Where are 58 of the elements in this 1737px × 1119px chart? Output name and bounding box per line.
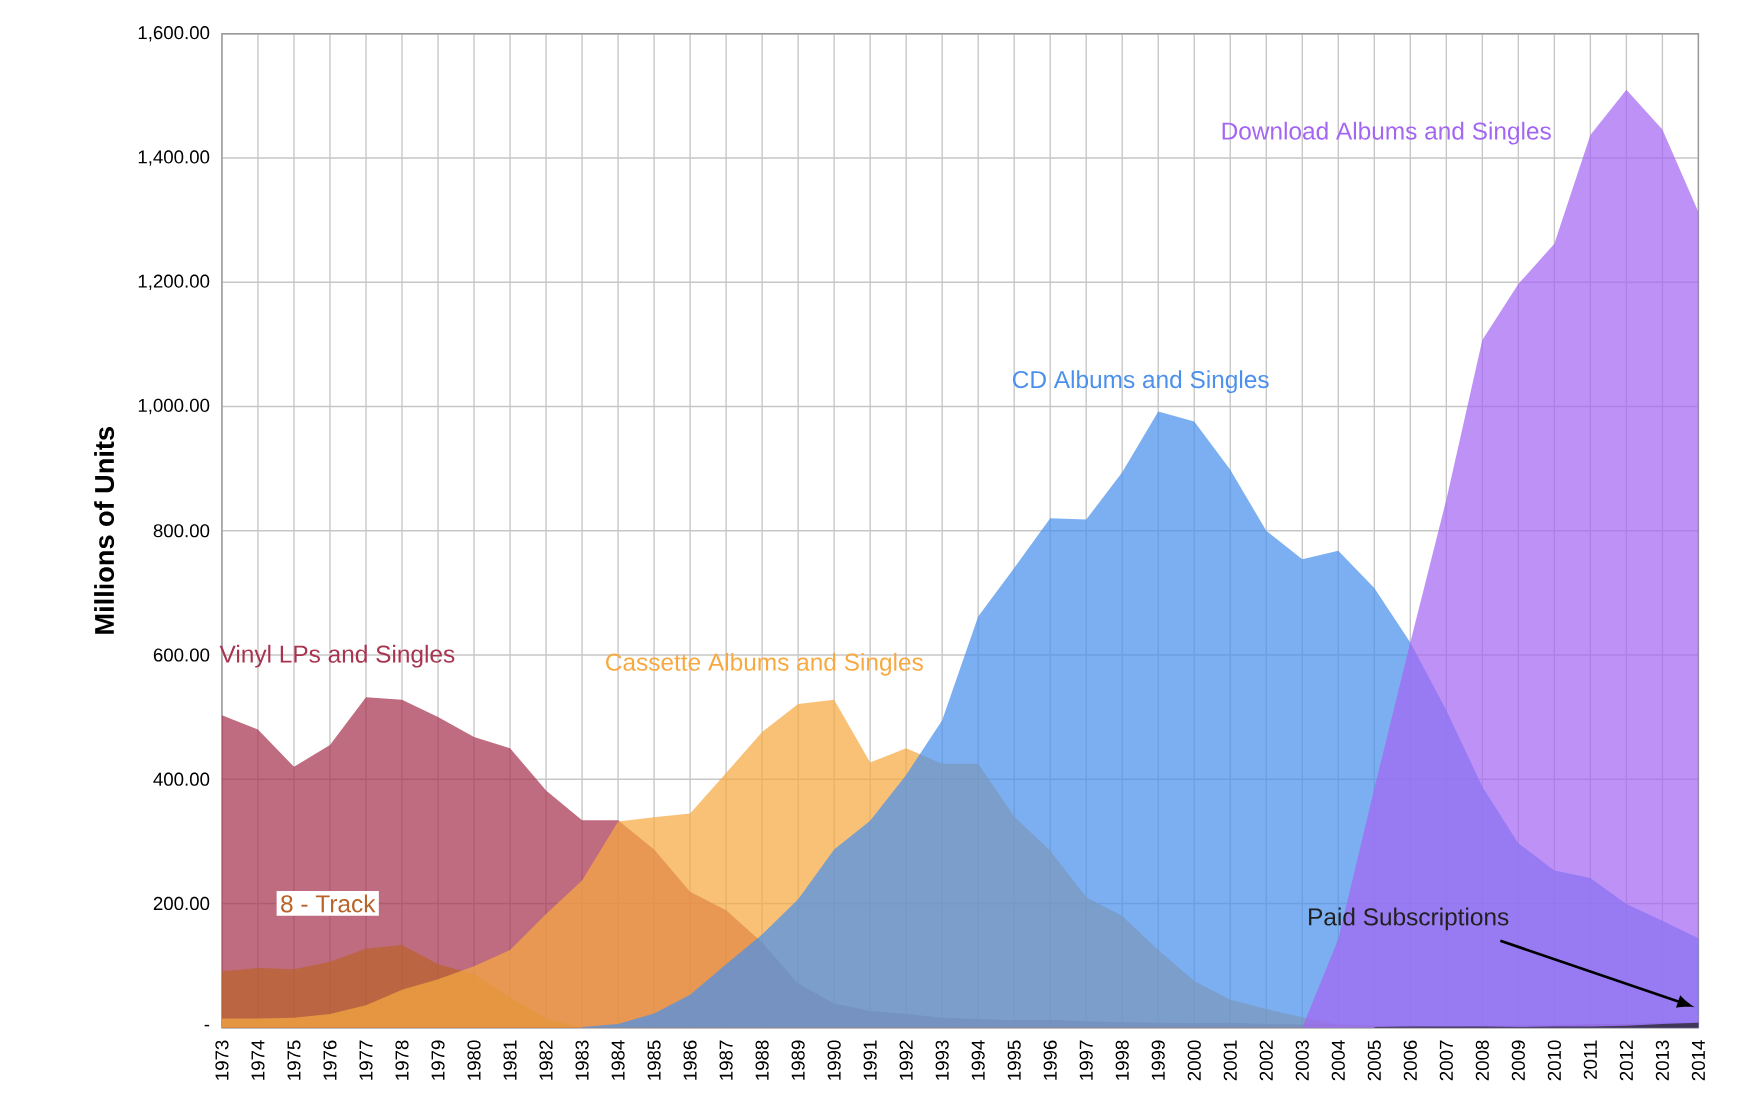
text: Cassette Albums and Singles — [606, 652, 923, 676]
x-tick-label: 1994 — [971, 1040, 985, 1080]
x-tick-label: 1982 — [539, 1040, 553, 1080]
x-tick-label: 1986 — [683, 1040, 697, 1080]
y-tick-label: 1,000.00 — [138, 398, 210, 415]
x-tick-label: 2007 — [1439, 1040, 1453, 1081]
x-tick-label: 2014 — [1691, 1040, 1705, 1081]
x-tick-label: 1975 — [287, 1040, 301, 1080]
series-label: Vinyl LPs and Singles — [219, 644, 455, 668]
x-tick-label: 1981 — [503, 1040, 517, 1080]
x-tick-label: 2002 — [1259, 1040, 1273, 1081]
x-tick-label: 1998 — [1115, 1040, 1129, 1080]
x-tick-label: 1991 — [863, 1040, 877, 1080]
series-label: 8 - Track — [281, 894, 376, 913]
x-tick-label: 2010 — [1547, 1040, 1561, 1081]
x-tick-label: 2005 — [1367, 1040, 1381, 1081]
series-label: Download Albums and Singles — [1222, 121, 1551, 145]
x-tick-label: 1979 — [431, 1040, 445, 1080]
y-tick-label: - — [204, 1024, 210, 1027]
x-tick-label: 1999 — [1151, 1040, 1165, 1080]
x-tick-label: 1992 — [899, 1040, 913, 1080]
x-tick-label: 2001 — [1223, 1040, 1237, 1081]
x-tick-label: 1996 — [1043, 1040, 1057, 1080]
y-tick-label: 800.00 — [153, 523, 210, 538]
y-tick-label: 400.00 — [153, 772, 210, 786]
x-tick-label: 1976 — [323, 1040, 337, 1080]
x-tick-label: 1984 — [611, 1040, 625, 1080]
x-tick-label: 2012 — [1619, 1040, 1633, 1081]
x-tick-label: 2006 — [1403, 1040, 1417, 1081]
y-tick-label: 1,400.00 — [138, 150, 210, 166]
x-tick-label: 2003 — [1295, 1040, 1309, 1081]
x-tick-label: 2011 — [1583, 1040, 1597, 1079]
x-tick-label: 1988 — [755, 1040, 769, 1080]
x-tick-label: 1983 — [575, 1040, 589, 1080]
x-tick-label: 1974 — [251, 1040, 265, 1080]
y-tick-label: 1,200.00 — [138, 274, 210, 290]
x-tick-label: 1987 — [719, 1040, 733, 1080]
y-tick-label: 200.00 — [153, 896, 210, 910]
y-tick-label: 600.00 — [153, 648, 210, 662]
x-tick-label: 1989 — [791, 1040, 805, 1080]
x-tick-label: 2000 — [1187, 1040, 1201, 1081]
x-tick-label: 2009 — [1511, 1040, 1525, 1081]
x-tick-label: 1997 — [1079, 1040, 1093, 1080]
x-tick-label: 1990 — [827, 1040, 841, 1080]
x-tick-label: 1985 — [647, 1040, 661, 1080]
y-axis-title: Millions of Units — [94, 426, 115, 634]
x-tick-label: 2004 — [1331, 1040, 1345, 1081]
x-tick-label: 1973 — [215, 1040, 229, 1080]
series-label: CD Albums and Singles — [1012, 370, 1269, 393]
y-tick-label: 1,600.00 — [138, 25, 210, 42]
text: Paid Subscriptions — [1309, 907, 1509, 931]
x-tick-label: 1980 — [467, 1040, 481, 1080]
x-tick-label: 1977 — [359, 1040, 373, 1080]
x-tick-label: 2013 — [1655, 1040, 1669, 1081]
x-tick-label: 1993 — [935, 1040, 949, 1080]
x-tick-label: 1978 — [395, 1040, 409, 1080]
x-tick-label: 2008 — [1475, 1040, 1489, 1081]
x-tick-label: 1995 — [1007, 1040, 1021, 1080]
